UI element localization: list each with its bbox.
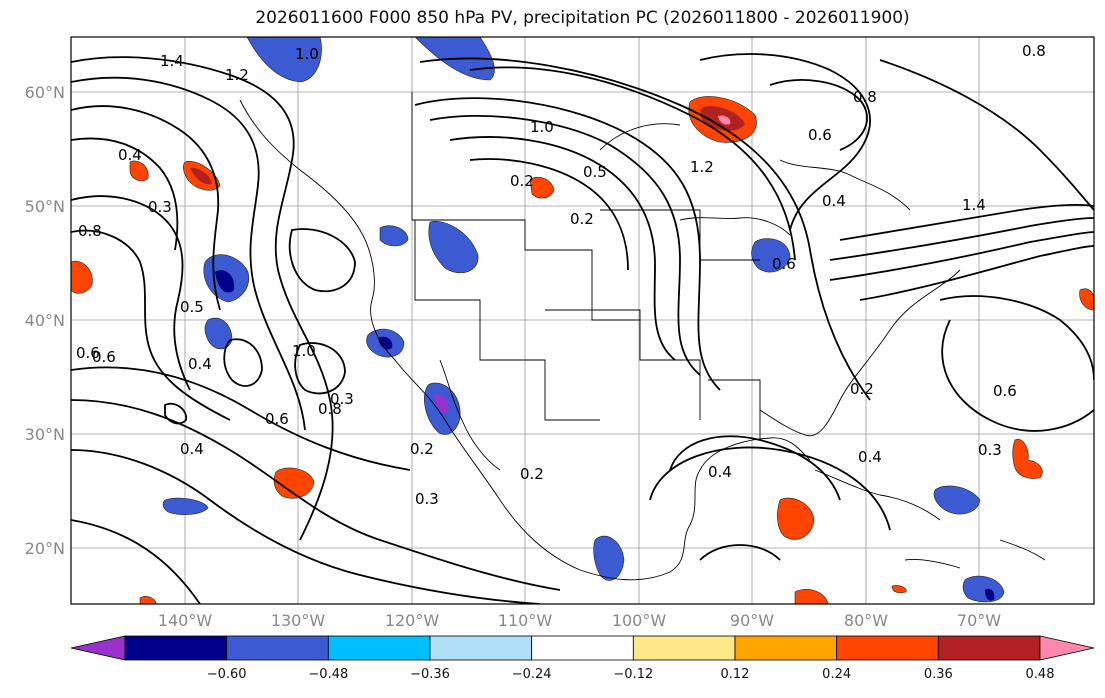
contour-label: 0.3 xyxy=(148,198,172,216)
contour-label: 0.2 xyxy=(570,210,594,228)
contour-label: 0.2 xyxy=(410,440,434,458)
contour-label: 0.6 xyxy=(92,348,116,366)
lon-label: 70°W xyxy=(956,611,1002,630)
contour-label: 0.8 xyxy=(78,222,102,240)
contour-label: 1.0 xyxy=(530,118,554,136)
colorbar-tick-label: −0.12 xyxy=(613,667,654,682)
lon-label: 110°W xyxy=(497,611,553,630)
colorbar-segment xyxy=(226,635,329,661)
lon-label: 80°W xyxy=(843,611,889,630)
colorbar-tick-label: −0.48 xyxy=(308,667,349,682)
contour-label: 0.2 xyxy=(520,465,544,483)
colorbar-segment xyxy=(734,635,838,661)
colorbar xyxy=(70,635,1095,661)
pv-contours xyxy=(71,53,1094,604)
colorbar-segment xyxy=(531,635,634,661)
graticule xyxy=(71,37,1094,604)
colorbar-extend-high xyxy=(1039,635,1095,661)
lon-label: 140°W xyxy=(157,611,213,630)
colorbar-tick-label: −0.60 xyxy=(206,667,247,682)
contour-label: 0.2 xyxy=(850,380,874,398)
contour-label: 0.6 xyxy=(76,344,100,362)
lat-label: 40°N xyxy=(24,311,65,330)
contour-label: 0.4 xyxy=(118,146,142,164)
lon-label: 130°W xyxy=(270,611,326,630)
lon-label: 120°W xyxy=(384,611,440,630)
colorbar-segment xyxy=(327,635,431,661)
lon-label: 100°W xyxy=(611,611,667,630)
map-area xyxy=(71,37,1094,604)
contour-label: 0.8 xyxy=(853,88,877,106)
contour-label: 0.3 xyxy=(978,441,1002,459)
contour-label: 0.5 xyxy=(180,298,204,316)
contour-label: 1.2 xyxy=(225,66,249,84)
contour-label: 0.4 xyxy=(188,355,212,373)
contour-label: 1.4 xyxy=(160,52,184,70)
colorbar-extend-low xyxy=(70,635,126,661)
contour-label: 1.0 xyxy=(292,342,316,360)
colorbar-segment xyxy=(124,635,228,661)
contour-label: 1.4 xyxy=(962,196,986,214)
contour-label: 0.3 xyxy=(330,390,354,408)
contour-label: 1.2 xyxy=(690,158,714,176)
colorbar-tick-label: 0.24 xyxy=(822,667,852,682)
colorbar-tick-label: −0.24 xyxy=(511,667,552,682)
colorbar-tick-label: 0.48 xyxy=(1025,667,1055,682)
contour-label: 0.6 xyxy=(772,255,796,273)
map-title: 2026011600 F000 850 hPa PV, precipitatio… xyxy=(255,8,910,28)
contour-label: 0.4 xyxy=(708,463,732,481)
contour-label: 0.4 xyxy=(180,440,204,458)
lat-label: 50°N xyxy=(24,197,65,216)
contour-label: 0.6 xyxy=(808,126,832,144)
lon-label: 90°W xyxy=(729,611,775,630)
colorbar-tick-label: −0.36 xyxy=(410,667,450,682)
contour-label: 0.4 xyxy=(858,448,882,466)
colorbar-tick-label: 0.36 xyxy=(923,667,953,682)
contour-label: 0.4 xyxy=(822,192,846,210)
contour-label: 1.0 xyxy=(295,45,319,63)
contour-label: 0.8 xyxy=(1022,42,1046,60)
contour-label: 0.6 xyxy=(265,410,289,428)
lat-label: 30°N xyxy=(24,425,65,444)
lat-label: 20°N xyxy=(24,539,65,558)
colorbar-tick-label: 0.12 xyxy=(720,667,750,682)
contour-label: 0.3 xyxy=(415,490,439,508)
contour-label: 0.8 xyxy=(318,400,342,418)
colorbar-segment xyxy=(632,635,736,661)
colorbar-segment xyxy=(937,635,1041,661)
contour-label: 0.5 xyxy=(583,163,607,181)
colorbar-segment xyxy=(836,635,939,661)
coastlines xyxy=(239,92,1046,581)
lat-label: 60°N xyxy=(24,83,65,102)
contour-label: 0.2 xyxy=(510,172,534,190)
map-frame xyxy=(70,36,1095,605)
contour-label: 0.6 xyxy=(993,382,1017,400)
colorbar-segment xyxy=(429,635,533,661)
